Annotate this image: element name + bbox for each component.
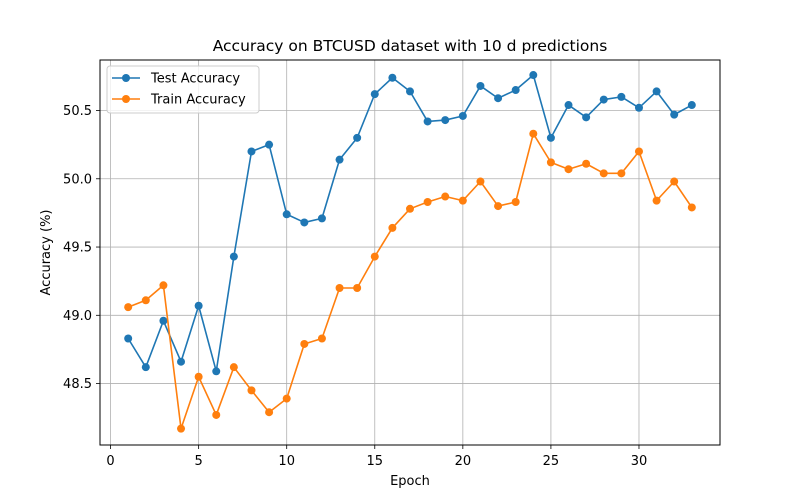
data-point-train-accuracy: [599, 169, 608, 178]
data-point-train-accuracy: [458, 196, 467, 205]
data-point-test-accuracy: [265, 140, 274, 149]
data-point-test-accuracy: [406, 87, 414, 96]
legend-label-test: Test Accuracy: [150, 72, 240, 87]
y-tick-label: 49.5: [63, 241, 92, 256]
data-point-train-accuracy: [441, 192, 450, 201]
x-tick-label: 5: [194, 454, 202, 469]
chart-title: Accuracy on BTCUSD dataset with 10 d pre…: [213, 37, 608, 55]
data-point-train-accuracy: [494, 202, 503, 211]
data-point-train-accuracy: [582, 159, 591, 168]
data-point-test-accuracy: [194, 301, 203, 310]
data-point-test-accuracy: [141, 363, 150, 372]
data-point-test-accuracy: [476, 81, 485, 90]
data-point-train-accuracy: [247, 386, 256, 395]
legend-frame: [106, 65, 260, 114]
data-point-test-accuracy: [441, 116, 450, 125]
data-point-test-accuracy: [670, 110, 679, 119]
data-point-train-accuracy: [529, 129, 538, 138]
data-point-train-accuracy: [670, 177, 679, 186]
data-point-train-accuracy: [546, 158, 555, 167]
data-point-test-accuracy: [229, 252, 238, 261]
data-point-test-accuracy: [423, 117, 432, 126]
data-point-test-accuracy: [177, 357, 186, 366]
data-point-train-accuracy: [300, 339, 309, 348]
data-point-test-accuracy: [617, 92, 626, 101]
data-point-train-accuracy: [687, 203, 696, 212]
plot-frame: [99, 59, 721, 446]
data-point-test-accuracy: [124, 334, 133, 343]
data-point-train-accuracy: [406, 204, 414, 213]
series-test-accuracy: [124, 71, 696, 376]
data-point-train-accuracy: [617, 169, 626, 178]
x-tick-label: 0: [106, 454, 114, 469]
data-point-test-accuracy: [564, 101, 573, 110]
data-point-train-accuracy: [370, 252, 379, 261]
data-point-test-accuracy: [247, 147, 256, 156]
data-point-train-accuracy: [423, 197, 432, 206]
legend-label-train: Train Accuracy: [150, 93, 246, 108]
data-point-train-accuracy: [335, 284, 344, 292]
data-point-train-accuracy: [388, 223, 397, 232]
data-point-test-accuracy: [370, 90, 379, 99]
x-tick-label: 15: [366, 454, 383, 469]
data-point-train-accuracy: [476, 177, 485, 186]
x-tick-label: 10: [278, 454, 295, 469]
y-tick-label: 50.0: [63, 172, 92, 187]
legend-swatch-train-marker: [122, 95, 130, 103]
grid: [100, 60, 720, 445]
data-point-train-accuracy: [159, 281, 168, 290]
axis-ticks: 0 5 10 15 20 25 30 48.5 49.0 49.5 50.0 50.5: [63, 104, 647, 469]
data-point-train-accuracy: [564, 165, 573, 174]
data-point-train-accuracy: [353, 284, 362, 292]
data-point-train-accuracy: [265, 408, 274, 417]
data-point-train-accuracy: [124, 303, 133, 312]
data-point-train-accuracy: [229, 363, 238, 372]
data-point-test-accuracy: [634, 103, 643, 112]
data-point-train-accuracy: [282, 394, 291, 403]
legend: Test Accuracy Train Accuracy: [106, 65, 260, 114]
x-axis-label: Epoch: [390, 474, 430, 489]
data-point-train-accuracy: [652, 196, 661, 205]
data-point-train-accuracy: [141, 296, 150, 305]
series-group: [124, 71, 696, 433]
x-tick-label: 30: [631, 454, 648, 469]
data-point-train-accuracy: [511, 197, 520, 206]
data-point-test-accuracy: [282, 210, 291, 219]
legend-swatch-test-marker: [122, 74, 130, 82]
y-tick-label: 49.0: [63, 309, 92, 324]
data-point-test-accuracy: [546, 133, 555, 142]
data-point-test-accuracy: [212, 367, 221, 376]
data-point-test-accuracy: [458, 111, 467, 120]
data-point-train-accuracy: [177, 424, 186, 433]
data-point-test-accuracy: [529, 71, 538, 80]
y-tick-label: 50.5: [63, 104, 92, 119]
data-point-test-accuracy: [652, 87, 661, 96]
data-point-test-accuracy: [582, 113, 591, 122]
data-point-test-accuracy: [317, 214, 326, 223]
y-tick-label: 48.5: [63, 377, 92, 392]
y-axis-label: Accuracy (%): [39, 210, 54, 296]
x-tick-label: 25: [543, 454, 560, 469]
data-point-test-accuracy: [300, 218, 309, 227]
data-point-train-accuracy: [194, 372, 203, 381]
data-point-train-accuracy: [212, 410, 221, 419]
data-point-train-accuracy: [317, 334, 326, 343]
data-point-train-accuracy: [634, 147, 643, 156]
data-point-test-accuracy: [388, 73, 397, 82]
x-tick-label: 20: [455, 454, 472, 469]
data-point-test-accuracy: [353, 133, 362, 142]
data-point-test-accuracy: [511, 86, 520, 95]
data-point-test-accuracy: [335, 155, 344, 164]
data-point-test-accuracy: [494, 94, 503, 103]
data-point-test-accuracy: [159, 316, 168, 325]
data-point-test-accuracy: [687, 101, 696, 110]
series-train-accuracy: [124, 129, 696, 433]
data-point-test-accuracy: [599, 95, 608, 104]
